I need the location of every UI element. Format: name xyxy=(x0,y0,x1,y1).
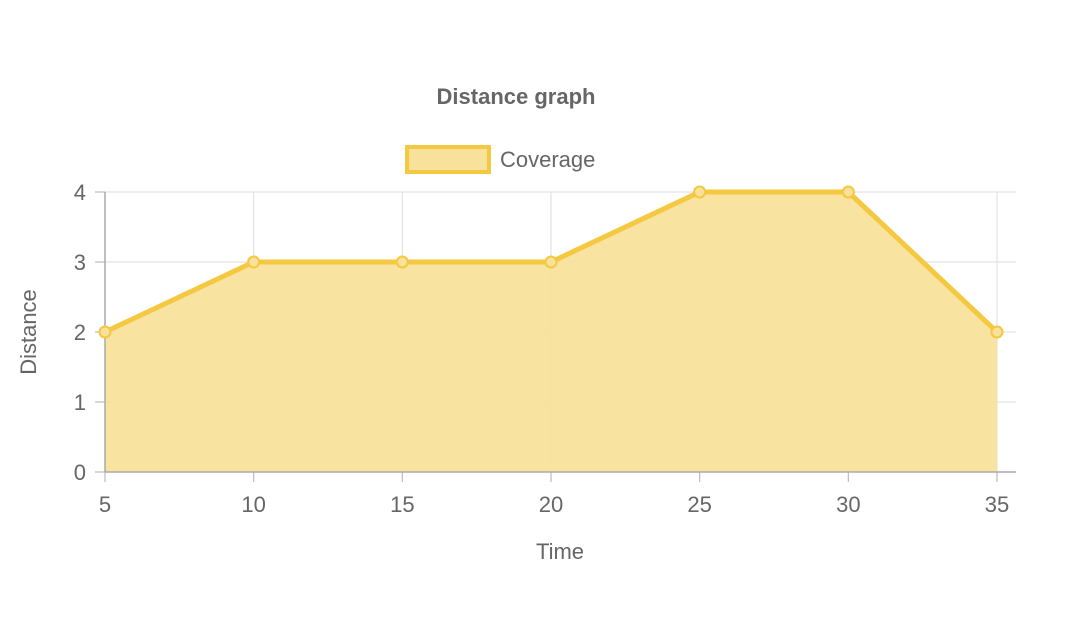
data-point[interactable] xyxy=(395,255,409,269)
x-axis-title: Time xyxy=(536,539,584,564)
data-point[interactable] xyxy=(841,185,855,199)
y-tick-label: 2 xyxy=(74,320,86,345)
data-points xyxy=(98,185,1004,339)
x-tick-label: 25 xyxy=(687,492,711,517)
chart-title: Distance graph xyxy=(437,84,596,109)
y-tick-label: 0 xyxy=(74,460,86,485)
x-tick-label: 5 xyxy=(99,492,111,517)
legend-swatch-coverage xyxy=(405,145,491,174)
legend-label-coverage: Coverage xyxy=(500,147,595,172)
y-axis-title: Distance xyxy=(16,289,41,375)
data-point[interactable] xyxy=(544,255,558,269)
x-tick-label: 35 xyxy=(985,492,1009,517)
data-point[interactable] xyxy=(98,325,112,339)
data-point[interactable] xyxy=(990,325,1004,339)
data-point[interactable] xyxy=(693,185,707,199)
y-tick-label: 1 xyxy=(74,390,86,415)
data-point[interactable] xyxy=(247,255,261,269)
y-tick-label: 4 xyxy=(74,180,86,205)
x-tick-label: 20 xyxy=(539,492,563,517)
x-tick-label: 10 xyxy=(241,492,265,517)
x-tick-label: 15 xyxy=(390,492,414,517)
y-tick-label: 3 xyxy=(74,250,86,275)
x-tick-label: 30 xyxy=(836,492,860,517)
tick-labels: 0 1 2 3 4 5 10 15 20 25 30 35 xyxy=(74,180,1009,517)
legend[interactable]: Coverage xyxy=(405,145,595,174)
